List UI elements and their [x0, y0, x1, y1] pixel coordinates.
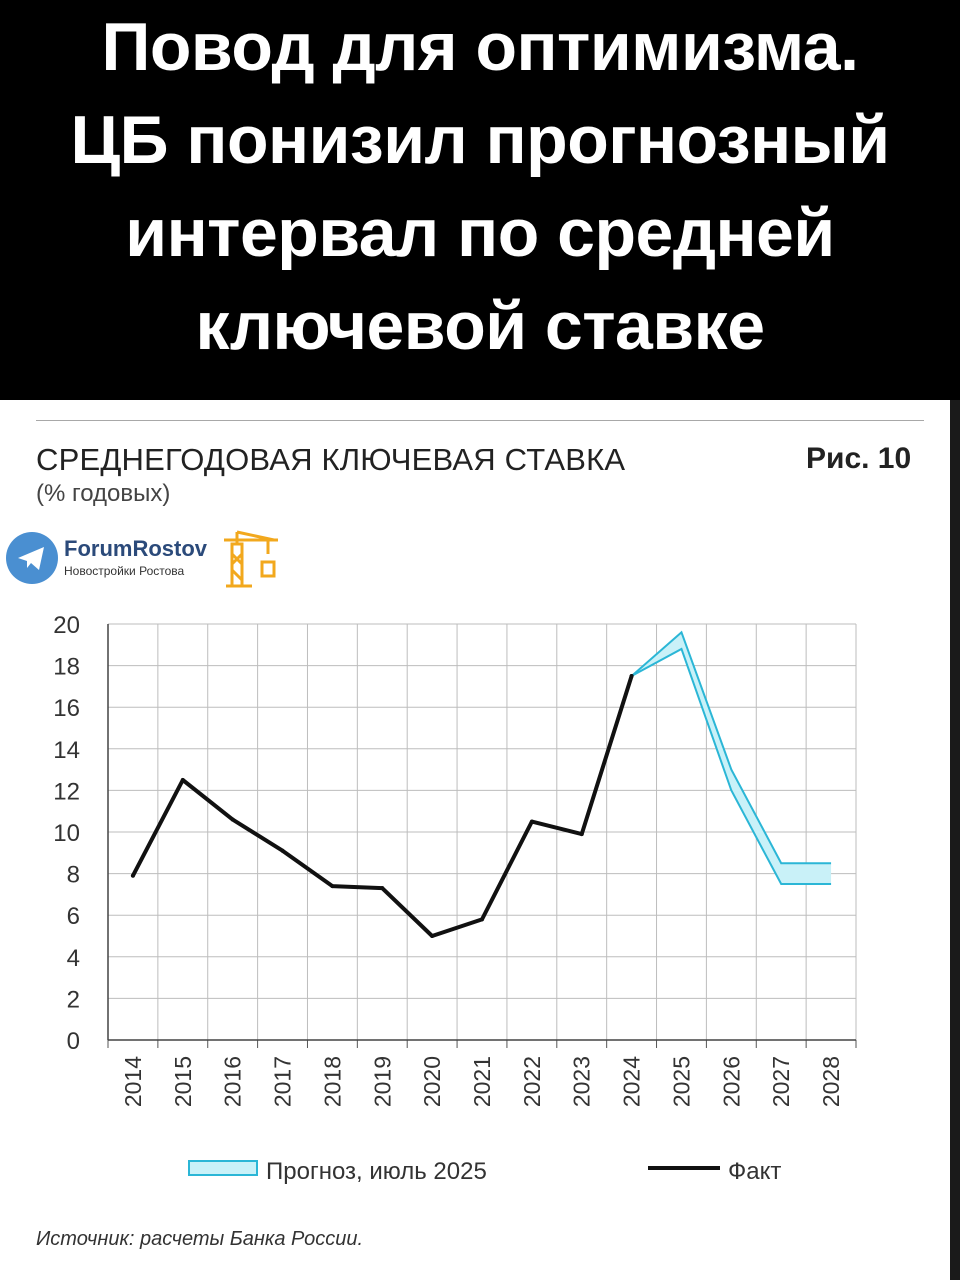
telegram-icon [6, 532, 58, 584]
crane-icon [224, 530, 284, 593]
fact-point [180, 778, 185, 782]
x-tick-label: 2018 [319, 1056, 345, 1107]
x-tick-label: 2021 [469, 1056, 495, 1107]
x-tick-label: 2022 [519, 1056, 545, 1107]
forumrostov-logo[interactable]: ForumRostov Новостройки Ростова [6, 530, 286, 588]
fact-point [579, 832, 584, 837]
y-tick-label: 18 [53, 654, 80, 681]
x-tick-label: 2026 [718, 1056, 744, 1107]
headline-banner: Повод для оптимизма. ЦБ понизил прогнозн… [0, 0, 960, 400]
top-divider [36, 420, 924, 421]
legend-forecast-label: Прогноз, июль 2025 [266, 1158, 487, 1185]
forecast-band [630, 630, 832, 885]
fact-point [430, 934, 435, 938]
y-tick-label: 0 [67, 1028, 80, 1055]
x-tick-label: 2017 [270, 1056, 296, 1107]
y-tick-label: 4 [67, 945, 80, 972]
y-tick-label: 12 [53, 778, 80, 805]
y-tick-label: 16 [53, 695, 80, 722]
legend-forecast-swatch [188, 1160, 258, 1176]
page-edge [950, 400, 960, 1280]
y-tick-label: 10 [53, 820, 80, 847]
x-tick-label: 2027 [768, 1056, 794, 1107]
x-tick-label: 2024 [619, 1056, 645, 1107]
x-tick-label: 2028 [818, 1056, 844, 1107]
x-tick-label: 2019 [369, 1056, 395, 1107]
fact-point [529, 819, 534, 824]
forecast-upper-line [630, 630, 832, 865]
figure-label: Рис. 10 [806, 442, 912, 475]
x-tick-label: 2016 [220, 1056, 246, 1107]
forecast-lower-line [631, 647, 832, 885]
fact-point [629, 674, 634, 678]
y-tick-label: 14 [53, 737, 80, 764]
x-tick-label: 2025 [668, 1056, 694, 1107]
fact-point [480, 917, 484, 922]
fact-point [230, 817, 235, 822]
headline-line-2: ЦБ понизил прогнозный [70, 102, 890, 178]
legend-fact-label: Факт [728, 1158, 782, 1185]
logo-tagline: Новостройки Ростова [64, 564, 185, 578]
headline-line-3: интервал по средней [125, 195, 835, 271]
x-tick-label: 2023 [569, 1056, 595, 1107]
source-note: Источник: расчеты Банка России. [36, 1228, 364, 1250]
headline-line-1: Повод для оптимизма. [101, 9, 860, 85]
chart-title: СРЕДНЕГОДОВАЯ КЛЮЧЕВАЯ СТАВКА [36, 442, 626, 477]
y-tick-label: 20 [53, 612, 80, 639]
chart-subtitle: (% годовых) [36, 480, 171, 507]
y-tick-label: 8 [67, 862, 80, 889]
y-tick-label: 2 [67, 986, 80, 1013]
fact-point [130, 873, 135, 878]
x-axis-ticks: 2014 2015 2016 2017 2018 2019 2020 2021 2022 2023… [120, 1056, 844, 1107]
x-tick-label: 2015 [170, 1056, 196, 1107]
y-tick-label: 6 [67, 903, 80, 930]
y-axis-ticks: 0 2 4 6 8 10 12 14 16 18 20 [53, 612, 80, 1055]
forecast-band-fill [631, 632, 832, 884]
fact-series [130, 674, 634, 938]
x-tick-label: 2020 [419, 1056, 445, 1107]
headline-line-4: ключевой ставке [195, 288, 765, 364]
legend-fact-swatch [648, 1166, 720, 1170]
chart-grid [107, 623, 857, 1048]
logo-name: ForumRostov [64, 536, 207, 561]
fact-point [280, 848, 285, 853]
fact-point [330, 884, 335, 889]
x-tick-label: 2014 [120, 1056, 146, 1107]
fact-point [380, 886, 385, 891]
